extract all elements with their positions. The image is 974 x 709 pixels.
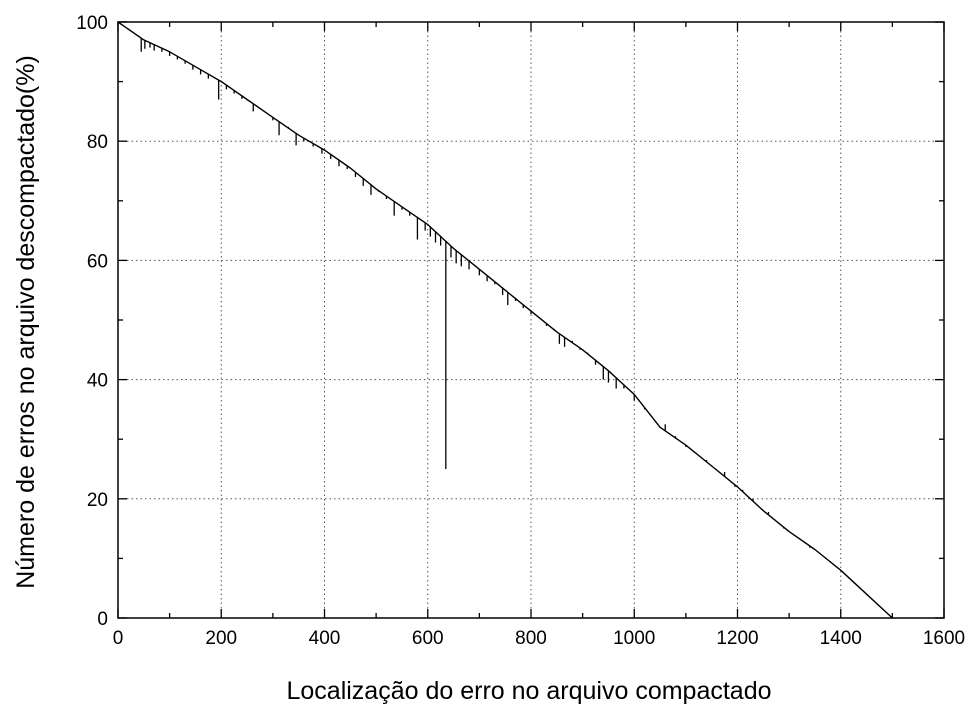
x-tick-label: 600: [412, 628, 444, 649]
x-tick-label: 1600: [923, 628, 965, 649]
x-tick-label: 0: [113, 628, 124, 649]
x-axis-title: Localização do erro no arquivo compactad…: [286, 677, 771, 705]
y-axis-title: Número de erros no arquivo descompactado…: [12, 55, 40, 589]
plot-frame: [117, 21, 945, 619]
error-spikes: [140, 38, 811, 548]
x-tick-label: 1000: [613, 628, 655, 649]
y-tick-label: 60: [87, 251, 108, 272]
y-tick-label: 20: [87, 490, 108, 511]
y-tick-labels: 0 20 40 60 80 100: [76, 13, 108, 630]
x-tick-label: 1400: [820, 628, 862, 649]
grid-lines: [118, 22, 944, 618]
x-tick-label: 800: [515, 628, 547, 649]
x-tick-label: 400: [309, 628, 341, 649]
y-tick-label: 40: [87, 371, 108, 392]
y-tick-label: 100: [76, 13, 108, 34]
y-tick-label: 0: [97, 609, 108, 630]
series-line: [117, 21, 893, 619]
x-tick-label: 1200: [716, 628, 758, 649]
x-tick-label: 200: [205, 628, 237, 649]
y-tick-label: 80: [87, 132, 108, 153]
x-tick-labels: 0 200 400 600 800 1000 1200 1400 1600: [113, 628, 965, 649]
